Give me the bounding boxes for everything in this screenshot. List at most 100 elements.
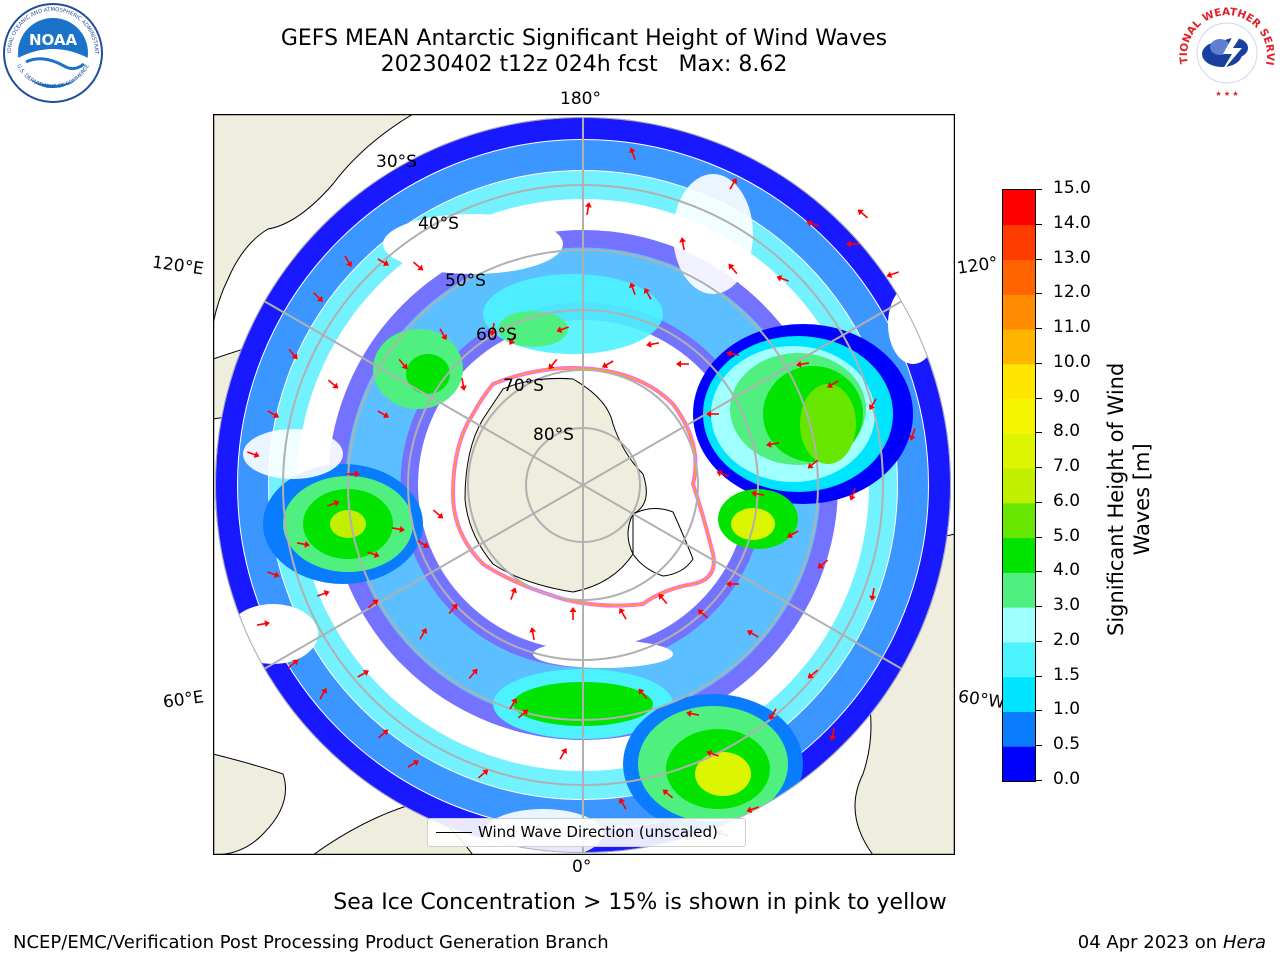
chart-title: GEFS MEAN Antarctic Significant Height o… xyxy=(0,26,1168,78)
wave-direction-arrow xyxy=(766,440,780,448)
title-line-2: 20230402 t12z 024h fcst Max: 8.62 xyxy=(380,52,788,77)
wave-direction-arrow xyxy=(807,669,819,679)
wave-direction-arrow xyxy=(728,263,738,275)
colorbar-bin xyxy=(1003,329,1035,365)
colorbar-tick-mark xyxy=(1035,189,1042,190)
colorbar-bin xyxy=(1003,224,1035,261)
wave-direction-arrow xyxy=(662,789,674,799)
lon-label-top: 180° xyxy=(560,89,601,109)
colorbar-bin xyxy=(1003,502,1035,539)
colorbar-tick-mark xyxy=(1035,397,1042,399)
wave-direction-arrow xyxy=(313,292,323,302)
polar-map xyxy=(212,113,956,856)
wave-direction-arrow xyxy=(317,590,330,597)
wave-direction-arrow xyxy=(398,358,408,370)
wave-direction-arrow xyxy=(706,750,719,757)
lat-label-50s: 50°S xyxy=(445,271,486,291)
wave-direction-arrow xyxy=(676,360,689,368)
wave-direction-arrow xyxy=(868,398,877,411)
wave-direction-arrow xyxy=(517,709,529,719)
colorbar-tick-label: 0.0 xyxy=(1053,769,1081,789)
colorbar-bins xyxy=(1003,190,1035,782)
wave-direction-arrow xyxy=(686,710,700,718)
colorbar-bin xyxy=(1003,572,1035,608)
wave-direction-arrow xyxy=(296,540,310,548)
colorbar-title-line-2: Waves [m] xyxy=(1130,443,1154,556)
wave-direction-arrow xyxy=(256,620,270,628)
wave-direction-arrow xyxy=(327,379,339,389)
svg-text:★ ★ ★: ★ ★ ★ xyxy=(1215,90,1238,98)
colorbar-tick-label: 0.5 xyxy=(1053,734,1081,755)
wave-direction-arrow xyxy=(638,688,648,700)
colorbar-bin xyxy=(1003,641,1035,678)
colorbar-tick-mark xyxy=(1035,780,1042,781)
wave-direction-arrow xyxy=(417,540,430,549)
wave-direction-arrow xyxy=(459,377,467,391)
wave-direction-arrow xyxy=(806,220,819,227)
wave-direction-arrow xyxy=(584,202,592,216)
colorbar-bin xyxy=(1003,190,1035,226)
colorbar-title: Significant Height of Wind Waves [m] xyxy=(1103,363,1155,636)
wave-direction-arrow xyxy=(419,627,428,640)
wave-direction-arrow xyxy=(489,322,497,336)
wave-direction-arrow xyxy=(746,629,759,638)
colorbar-tick-mark xyxy=(1035,675,1042,677)
wave-direction-arrow xyxy=(357,669,370,678)
wave-direction-arrow xyxy=(432,509,444,519)
colorbar-bin xyxy=(1003,363,1035,400)
wave-direction-arrow xyxy=(367,599,379,609)
colorbar-tick-label: 9.0 xyxy=(1053,386,1081,407)
wave-direction-arrow xyxy=(751,490,765,498)
wave-direction-arrow xyxy=(327,500,340,507)
wave-direction-arrow xyxy=(796,360,810,368)
colorbar-tick-label: 13.0 xyxy=(1053,247,1091,268)
lon-label-upper-left: 120°E xyxy=(150,252,205,280)
wave-direction-arrow xyxy=(508,333,517,346)
colorbar-tick-mark xyxy=(1035,536,1042,538)
legend-label: Wind Wave Direction (unscaled) xyxy=(478,823,718,841)
colorbar-tick-mark xyxy=(1035,293,1042,295)
colorbar-tick-label: 1.5 xyxy=(1053,664,1081,685)
colorbar xyxy=(1002,189,1036,782)
lon-label-lower-right: 60°W xyxy=(956,686,1007,714)
lon-label-bottom: 0° xyxy=(572,857,592,877)
wave-direction-arrow xyxy=(846,240,859,248)
wave-direction-arrow xyxy=(746,806,759,813)
colorbar-tick-label: 8.0 xyxy=(1053,421,1081,442)
svg-text:NOAA: NOAA xyxy=(29,31,78,49)
colorbar-bin xyxy=(1003,294,1035,330)
colorbar-tick-label: 6.0 xyxy=(1053,490,1081,511)
wave-direction-arrow xyxy=(658,593,668,605)
colorbar-tick-mark xyxy=(1035,258,1042,260)
wave-direction-arrow xyxy=(556,326,569,333)
colorbar-bin xyxy=(1003,746,1035,782)
colorbar-tick-label: 12.0 xyxy=(1053,282,1091,303)
colorbar-tick-mark xyxy=(1035,501,1042,503)
wave-direction-arrow xyxy=(826,380,839,389)
title-line-1: GEFS MEAN Antarctic Significant Height o… xyxy=(280,26,888,51)
wave-direction-arrow xyxy=(601,360,614,369)
wave-direction-arrow xyxy=(726,580,739,588)
wave-direction-arrow xyxy=(468,668,478,680)
colorbar-tick-label: 11.0 xyxy=(1053,317,1091,338)
lon-label-lower-left: 60°E xyxy=(161,687,206,713)
colorbar-bin xyxy=(1003,607,1035,643)
wave-direction-arrow xyxy=(377,729,389,739)
wave-direction-arrow xyxy=(247,451,260,458)
colorbar-tick-mark xyxy=(1035,432,1042,434)
wave-direction-arrow xyxy=(477,769,489,779)
colorbar-bin xyxy=(1003,711,1035,747)
wave-direction-arrow xyxy=(807,459,819,469)
wave-direction-arrow xyxy=(697,609,709,619)
wave-direction-arrow xyxy=(618,797,627,810)
wave-direction-arrow xyxy=(869,587,877,601)
wave-direction-arrow xyxy=(886,271,899,278)
map-frame xyxy=(212,113,956,856)
wave-direction-arrow xyxy=(559,747,568,760)
colorbar-tick-mark xyxy=(1035,606,1042,608)
lat-label-40s: 40°S xyxy=(418,214,459,234)
colorbar-tick-mark xyxy=(1035,223,1042,225)
wave-direction-arrow xyxy=(267,571,280,578)
wave-direction-arrow xyxy=(729,177,738,190)
colorbar-bin xyxy=(1003,537,1035,573)
